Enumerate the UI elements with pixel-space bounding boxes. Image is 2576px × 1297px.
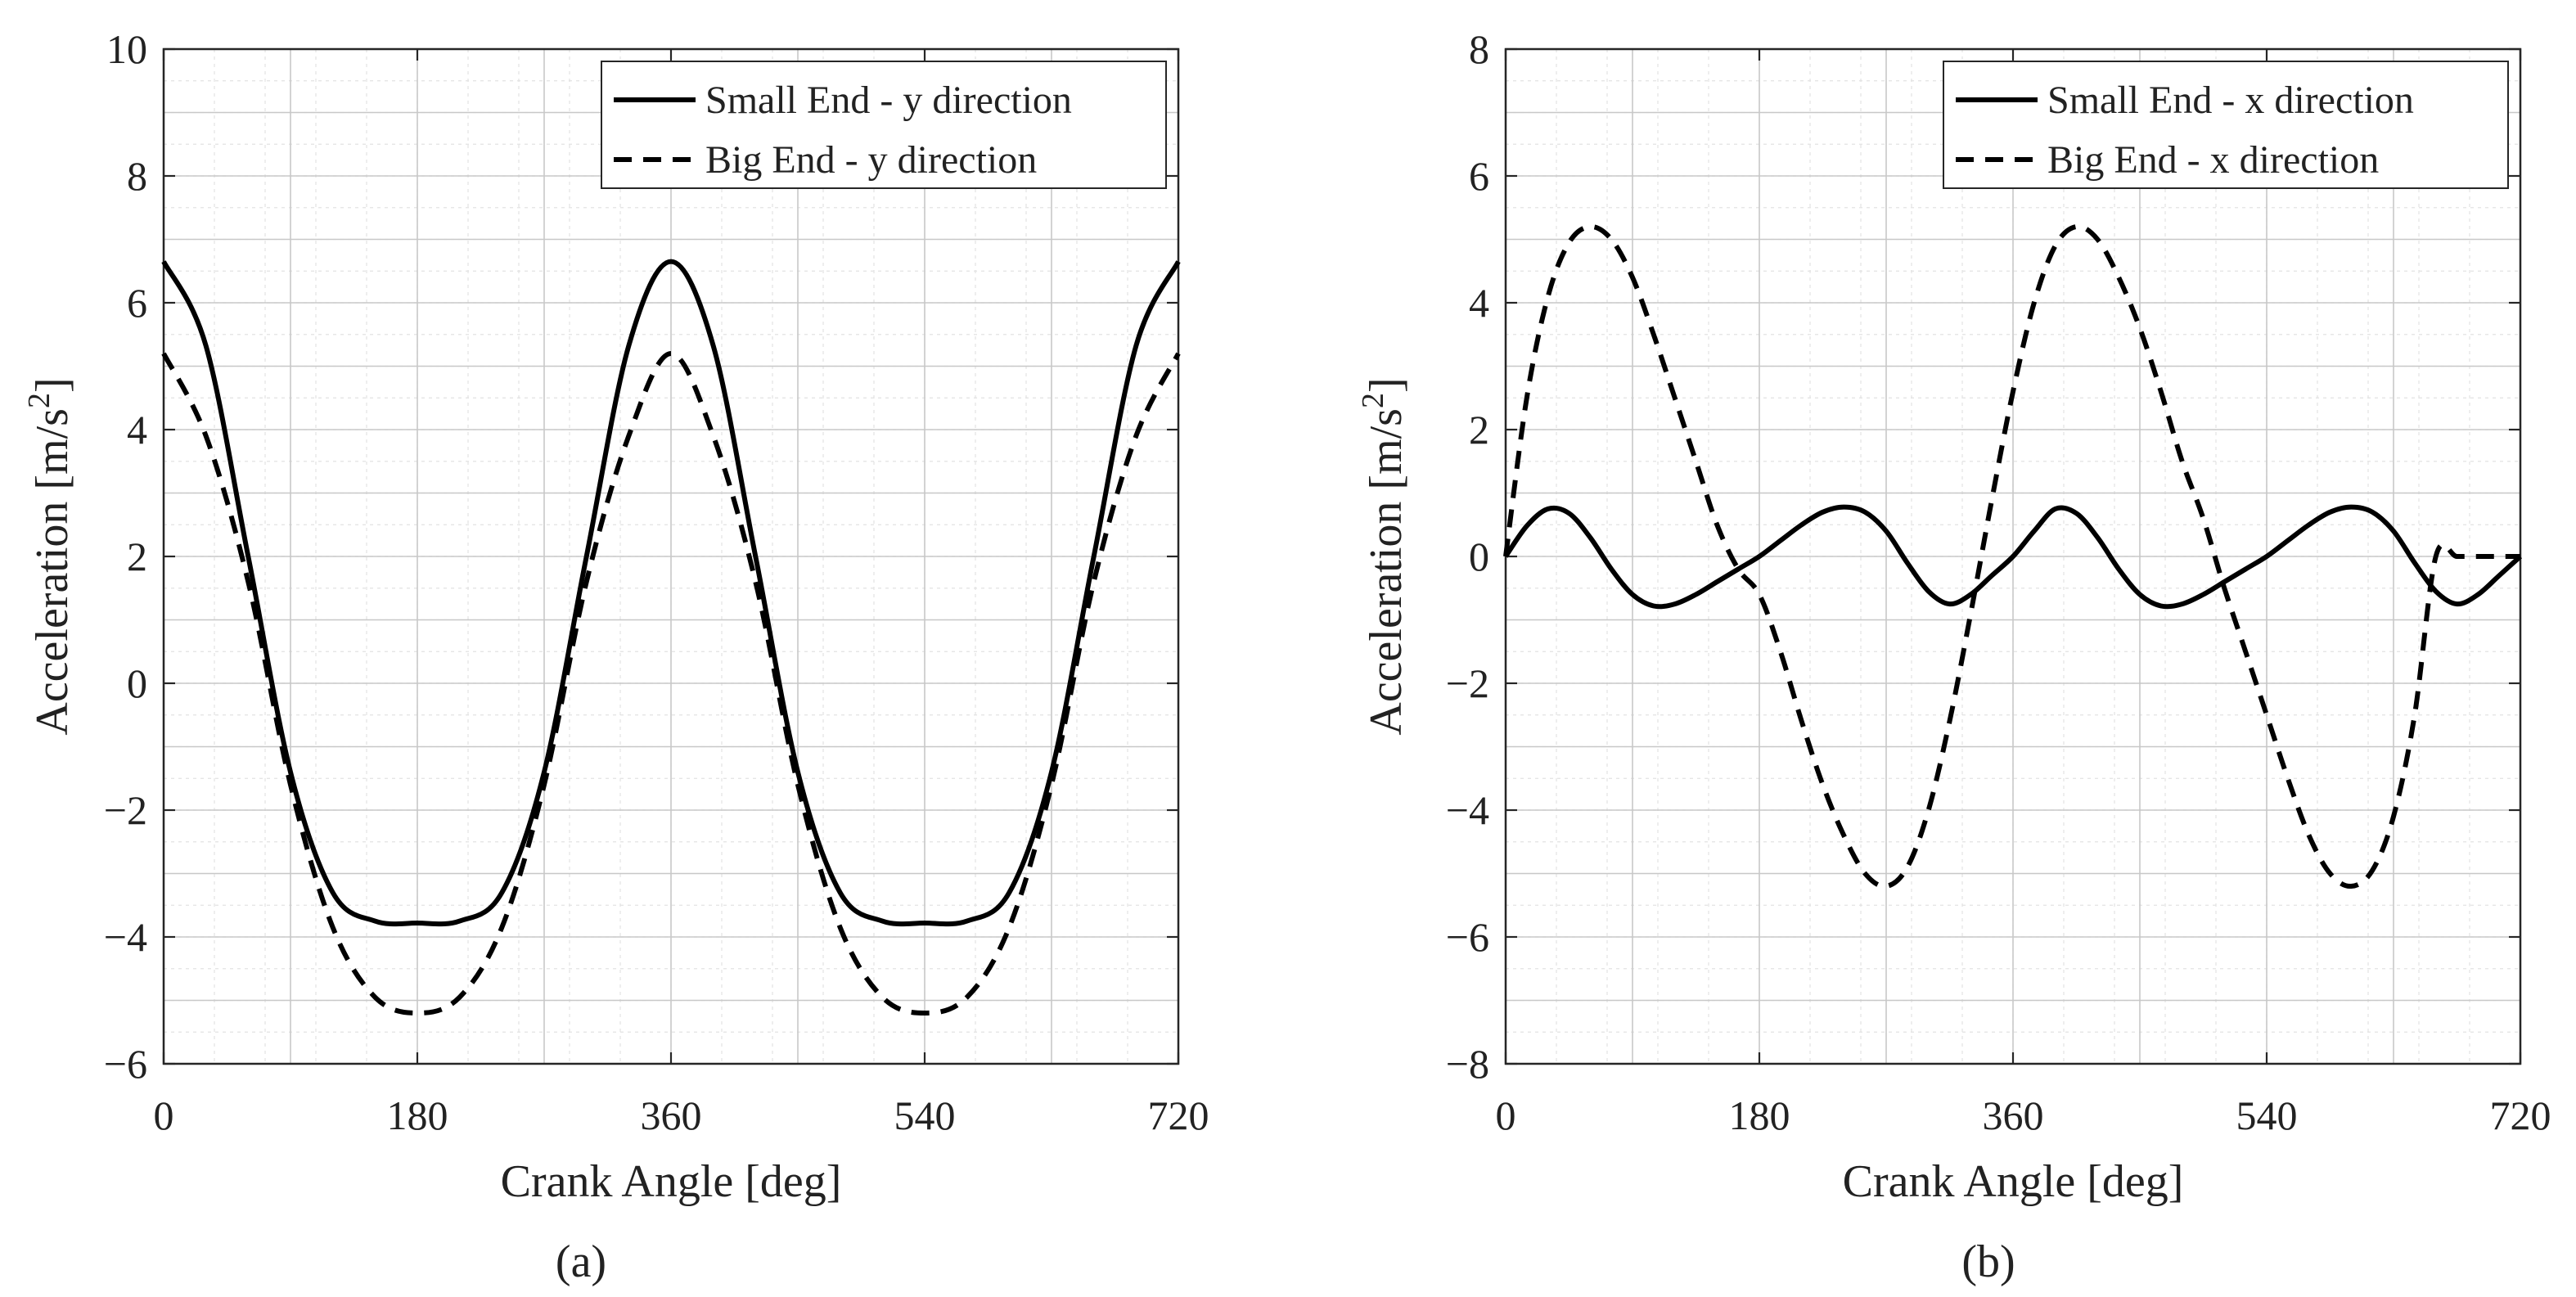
y-tick-label: −6 [104,1041,147,1087]
y-axis-title: Acceleration [m/s2] [1356,377,1412,735]
x-tick-label: 0 [1496,1092,1516,1138]
x-tick-label: 540 [894,1092,956,1138]
y-tick-label: 2 [1469,407,1489,453]
series-line-big-end-x [1503,223,2520,889]
x-tick-label: 180 [1729,1092,1790,1138]
y-tick-label: −2 [104,787,147,833]
y-axis-title: Acceleration [m/s2] [22,377,78,735]
x-tick-labels-a: 0 180 360 540 720 [154,1092,1209,1138]
x-tick-labels-b: 0 180 360 540 720 [1496,1092,2551,1138]
y-tick-label: 10 [106,26,147,72]
x-tick-label: 540 [2236,1092,2298,1138]
y-tick-labels-a: −6 −4 −2 0 2 4 6 8 10 [104,26,147,1087]
legend-label: Big End - y direction [705,138,1037,182]
y-axis-title-superscript: 2 [22,393,56,408]
legend-label: Small End - x direction [2047,79,2414,122]
y-tick-label: 8 [127,153,147,199]
x-tick-label: 360 [1983,1092,2044,1138]
series-line-small-end-y [161,259,1181,927]
y-tick-label: 4 [1469,280,1489,326]
legend-label: Big End - x direction [2047,138,2379,182]
y-axis-title-superscript: 2 [1356,393,1390,408]
y-axis-title-main: Acceleration [m/s [27,408,78,736]
y-tick-labels-b: −8 −6 −4 −2 0 2 4 6 8 [1446,26,1489,1087]
x-tick-label: 0 [154,1092,174,1138]
series-line-big-end-y [161,351,1181,1016]
y-axis-title-main: Acceleration [m/s [1361,408,1412,736]
chart-panel-b: 0 180 360 540 720 −8 −6 −4 −2 0 2 4 6 8 … [1356,26,2551,1287]
y-tick-label: 0 [1469,534,1489,579]
y-tick-label: −6 [1446,914,1489,960]
x-axis-title: Crank Angle [deg] [1843,1156,2184,1207]
legend-a: Small End - y direction Big End - y dire… [601,61,1167,189]
legend-b: Small End - x direction Big End - x dire… [1943,61,2509,189]
y-tick-label: −4 [104,914,147,960]
ticks-a [162,47,1180,1065]
y-tick-label: 6 [127,280,147,326]
legend-box-b [1943,61,2509,189]
y-tick-label: 6 [1469,153,1489,199]
y-axis-title-suffix: ] [27,377,78,393]
x-tick-label: 360 [641,1092,702,1138]
x-tick-label: 720 [1148,1092,1209,1138]
x-axis-title: Crank Angle [deg] [501,1156,842,1207]
y-tick-label: 2 [127,534,147,579]
legend-label: Small End - y direction [705,79,1072,122]
y-tick-label: −8 [1446,1041,1489,1087]
x-tick-label: 720 [2490,1092,2551,1138]
y-tick-label: −2 [1446,660,1489,706]
y-axis-title-suffix: ] [1361,377,1412,393]
panel-label-b: (b) [1961,1236,2015,1287]
y-tick-label: 8 [1469,26,1489,72]
series-line-small-end-x [1503,504,2523,610]
y-tick-label: 4 [127,407,147,453]
chart-panel-a: 0 180 360 540 720 −6 −4 −2 0 2 4 6 8 10 … [22,26,1209,1287]
y-tick-label: 0 [127,660,147,706]
x-tick-label: 180 [387,1092,448,1138]
legend-box-a [601,61,1167,189]
panel-label-a: (a) [556,1236,606,1287]
y-tick-label: −4 [1446,787,1489,833]
